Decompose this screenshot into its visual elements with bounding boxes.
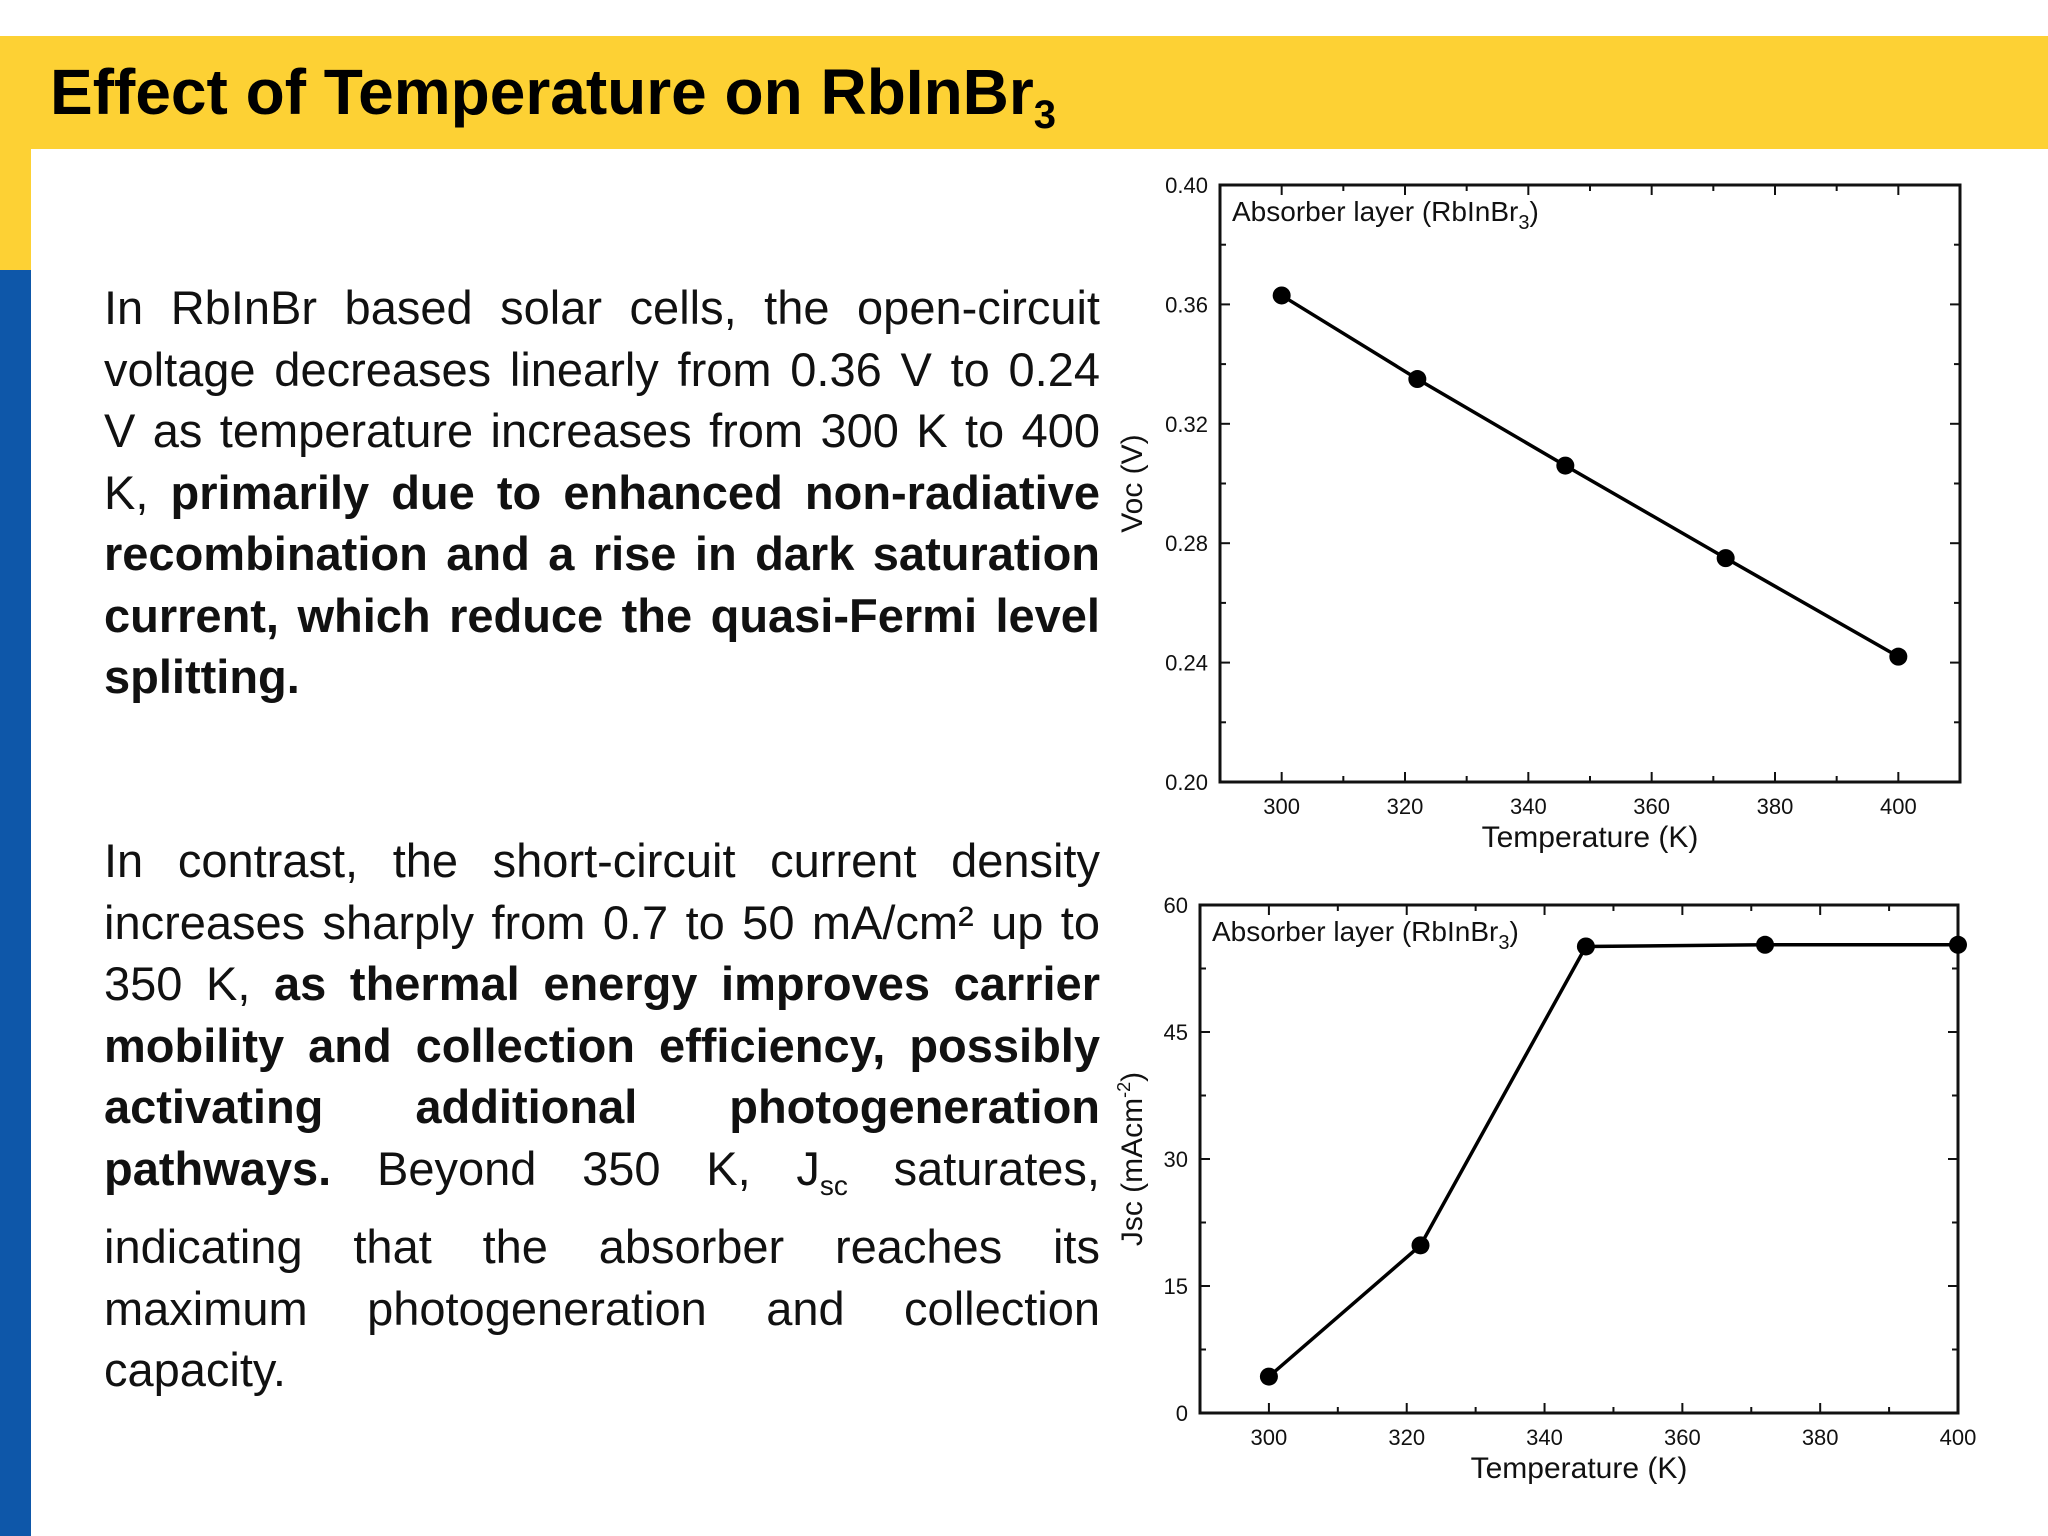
voc-chart-data-point bbox=[1716, 549, 1735, 568]
voc-chart-ytick-label: 0.40 bbox=[1165, 173, 1208, 198]
jsc-chart-ytick-label: 0 bbox=[1176, 1401, 1188, 1426]
jsc-chart-yaxis-title: Jsc (mAcm-2) bbox=[1114, 1072, 1149, 1246]
slide-title-subscript: 3 bbox=[1033, 93, 1057, 137]
jsc-chart-xtick-label: 300 bbox=[1251, 1425, 1288, 1450]
voc-chart-xaxis-title: Temperature (K) bbox=[1482, 821, 1699, 854]
jsc-chart-data-point bbox=[1411, 1236, 1430, 1255]
paragraph-jsc-plain-3: saturates, indicating that the absorber … bbox=[104, 1141, 1100, 1397]
jsc-chart-ytick-label: 60 bbox=[1164, 893, 1188, 918]
voc-chart-ytick-label: 0.36 bbox=[1165, 292, 1208, 317]
voc-chart-xtick-label: 340 bbox=[1510, 794, 1547, 819]
jsc-chart-annotation-close: ) bbox=[1509, 916, 1518, 947]
paragraph-jsc-plain-2: Beyond 350 K, J bbox=[331, 1141, 820, 1195]
jsc-chart-ytick-label: 15 bbox=[1164, 1274, 1188, 1299]
paragraph-jsc-plain-1: In contrast, the short-circuit current d… bbox=[104, 834, 1100, 1010]
voc-chart-annotation: Absorber layer (RbInBr3) bbox=[1232, 196, 1539, 234]
left-accent-bar-yellow bbox=[0, 36, 31, 270]
voc-chart-ytick-label: 0.24 bbox=[1165, 651, 1208, 676]
voc-chart-yaxis-title: Voc (V) bbox=[1116, 434, 1149, 532]
jsc-chart-xtick-label: 320 bbox=[1388, 1425, 1425, 1450]
jsc-chart-xtick-label: 360 bbox=[1664, 1425, 1701, 1450]
voc-chart-data-point bbox=[1272, 286, 1291, 305]
voc-chart-annotation-main: Absorber layer (RbInBr bbox=[1232, 196, 1518, 227]
voc-chart-series-line bbox=[1280, 293, 1900, 659]
paragraph-voc: In RbInBr based solar cells, the open-ci… bbox=[104, 277, 1100, 708]
paragraph-jsc-bold: as thermal energy improves carrier mobil… bbox=[104, 957, 1100, 1195]
jsc-chart-series-line bbox=[1267, 943, 1958, 1378]
jsc-chart-ytick-label: 30 bbox=[1164, 1147, 1188, 1172]
voc-chart-xtick-label: 400 bbox=[1880, 794, 1917, 819]
jsc-chart-yaxis-title-close: ) bbox=[1116, 1072, 1149, 1082]
jsc-chart-annotation: Absorber layer (RbInBr3) bbox=[1212, 916, 1519, 954]
title-band bbox=[31, 36, 2048, 149]
paragraph-jsc-subscript: sc bbox=[819, 1169, 848, 1201]
voc-chart-xtick-label: 300 bbox=[1263, 794, 1300, 819]
voc-chart-data-point bbox=[1556, 456, 1575, 475]
voc-chart-xtick-label: 380 bbox=[1757, 794, 1794, 819]
jsc-chart-data-point bbox=[1576, 937, 1595, 956]
jsc-chart-xtick-label: 340 bbox=[1526, 1425, 1563, 1450]
voc-chart-ytick-label: 0.28 bbox=[1165, 531, 1208, 556]
jsc-chart-yaxis-title-main: Jsc (mAcm bbox=[1116, 1098, 1149, 1246]
jsc-vs-temperature-chart: 300 320 340 360 380 400 0 15 30 45 60 Temperature (… bbox=[1114, 893, 1977, 1485]
voc-chart-plot-frame bbox=[1218, 183, 1962, 784]
jsc-chart-annotation-sub: 3 bbox=[1498, 932, 1509, 954]
jsc-chart-annotation-main: Absorber layer (RbInBr bbox=[1212, 916, 1498, 947]
paragraph-jsc: In contrast, the short-circuit current d… bbox=[104, 830, 1100, 1401]
voc-vs-temperature-chart: 300 320 340 360 380 400 0.20 0.24 0.28 0.32 0.36 0.… bbox=[1116, 173, 1962, 854]
jsc-chart-yaxis-title-sup: -2 bbox=[1114, 1082, 1134, 1098]
jsc-chart-xtick-label: 380 bbox=[1802, 1425, 1839, 1450]
voc-chart-xtick-label: 320 bbox=[1387, 794, 1424, 819]
jsc-chart-data-point bbox=[1259, 1367, 1278, 1386]
jsc-chart-ytick-label: 45 bbox=[1164, 1020, 1188, 1045]
voc-chart-annotation-sub: 3 bbox=[1518, 212, 1529, 234]
jsc-chart-data-point bbox=[1949, 935, 1967, 954]
jsc-chart-xtick-label: 400 bbox=[1940, 1425, 1977, 1450]
slide-title: Effect of Temperature on RbInBr3 bbox=[50, 52, 1056, 155]
paragraph-voc-plain: In RbInBr based solar cells, the open-ci… bbox=[104, 281, 1100, 519]
left-accent-bar-blue bbox=[0, 270, 31, 1536]
voc-chart-data-point bbox=[1889, 647, 1908, 666]
voc-chart-annotation-close: ) bbox=[1529, 196, 1538, 227]
voc-chart-ytick-label: 0.20 bbox=[1165, 770, 1208, 795]
paragraph-voc-bold: primarily due to enhanced non-radiative … bbox=[104, 465, 1101, 704]
voc-chart-yaxis-title-main: Voc (V) bbox=[1116, 434, 1149, 532]
jsc-chart-xaxis-title: Temperature (K) bbox=[1471, 1452, 1688, 1485]
slide-title-text: Effect of Temperature on RbInBr bbox=[50, 56, 1034, 128]
voc-chart-ytick-label: 0.32 bbox=[1165, 412, 1208, 437]
jsc-chart-data-point bbox=[1756, 935, 1775, 954]
voc-chart-xtick-label: 360 bbox=[1633, 794, 1670, 819]
voc-chart-data-point bbox=[1408, 370, 1427, 389]
